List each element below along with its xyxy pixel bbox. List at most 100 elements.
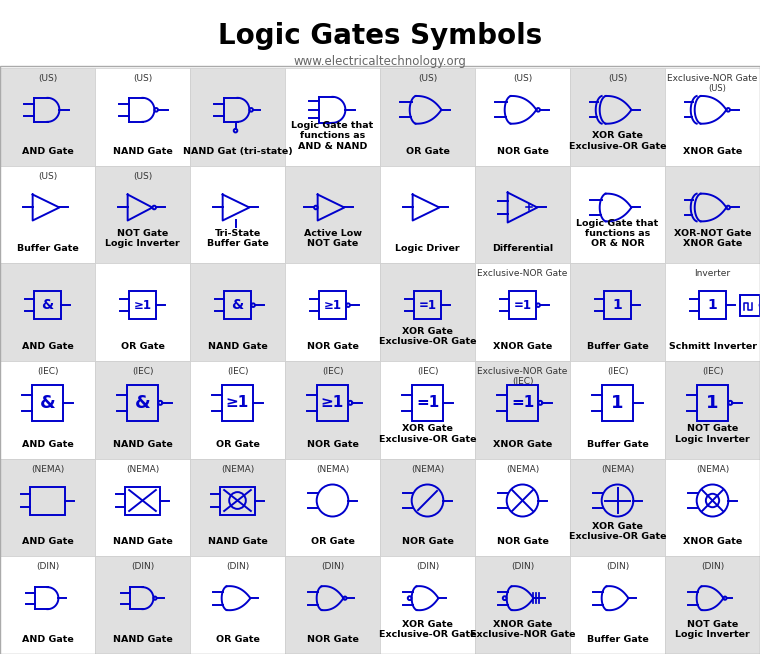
Text: 1: 1 [611, 394, 624, 412]
Bar [319, 291, 346, 319]
Text: NOR Gate: NOR Gate [497, 538, 548, 546]
Bar [0, 557, 95, 654]
Bar [380, 264, 475, 361]
Bar [604, 291, 631, 319]
Text: Exclusive-NOR Gate: Exclusive-NOR Gate [478, 269, 568, 279]
Text: ≥1: ≥1 [323, 299, 342, 312]
Bar [0, 68, 95, 165]
Text: (NEMA): (NEMA) [601, 464, 634, 473]
Text: (IEC): (IEC) [227, 367, 248, 376]
Text: (NEMA): (NEMA) [31, 464, 64, 473]
Text: (DIN): (DIN) [321, 562, 344, 572]
Text: (NEMA): (NEMA) [696, 464, 729, 473]
Bar [190, 165, 285, 264]
Bar [475, 165, 570, 264]
Text: &: & [134, 394, 151, 412]
Bar [697, 385, 728, 421]
Text: Active Low
NOT Gate: Active Low NOT Gate [303, 229, 362, 249]
Bar [95, 165, 190, 264]
Text: Buffer Gate: Buffer Gate [587, 342, 648, 351]
Text: NOR Gate: NOR Gate [306, 439, 359, 449]
Bar [34, 291, 61, 319]
Text: AND Gate: AND Gate [22, 635, 74, 644]
Bar [380, 68, 475, 165]
Bar [475, 361, 570, 458]
Bar [190, 458, 285, 557]
Bar [665, 264, 760, 361]
Text: Logic Gates Symbols: Logic Gates Symbols [218, 22, 542, 50]
Text: (DIN): (DIN) [701, 562, 724, 572]
Text: (NEMA): (NEMA) [506, 464, 539, 473]
Bar [380, 458, 475, 557]
Text: Logic Gate that
functions as
AND & NAND: Logic Gate that functions as AND & NAND [291, 121, 373, 150]
Bar [190, 361, 285, 458]
Text: NOR Gate: NOR Gate [402, 538, 453, 546]
Bar [380, 361, 475, 458]
Text: Buffer Gate: Buffer Gate [587, 635, 648, 644]
Text: ≥1: ≥1 [321, 395, 344, 410]
Bar [570, 68, 665, 165]
Text: Exclusive-NOR Gate
(IEC): Exclusive-NOR Gate (IEC) [478, 367, 568, 387]
Text: (IEC): (IEC) [702, 367, 723, 376]
Bar [0, 361, 95, 458]
Bar [285, 361, 380, 458]
Text: OR Gate: OR Gate [121, 342, 164, 351]
Bar [570, 361, 665, 458]
Bar [285, 165, 380, 264]
Text: (US): (US) [133, 171, 152, 181]
Text: (IEC): (IEC) [607, 367, 628, 376]
Text: Schmitt Inverter: Schmitt Inverter [668, 342, 756, 351]
Text: Buffer Gate: Buffer Gate [587, 439, 648, 449]
Text: (DIN): (DIN) [36, 562, 59, 572]
Text: NOT Gate
Logic Inverter: NOT Gate Logic Inverter [675, 619, 750, 639]
Text: =1: =1 [419, 299, 436, 312]
Bar [475, 557, 570, 654]
Text: Exclusive-NOR Gate: Exclusive-NOR Gate [667, 74, 758, 83]
Bar [570, 458, 665, 557]
Text: (IEC): (IEC) [417, 367, 439, 376]
Text: AND Gate: AND Gate [22, 146, 74, 156]
Text: NOR Gate: NOR Gate [306, 635, 359, 644]
Text: AND Gate: AND Gate [22, 538, 74, 546]
Bar [285, 458, 380, 557]
Text: (IEC): (IEC) [37, 367, 58, 376]
Text: 1: 1 [613, 298, 622, 312]
Bar [285, 68, 380, 165]
Bar [190, 68, 285, 165]
Text: NAND Gat (tri-state): NAND Gat (tri-state) [183, 146, 293, 156]
Bar [414, 291, 442, 319]
Bar [95, 458, 190, 557]
Text: ≥1: ≥1 [134, 299, 151, 312]
Text: &: & [231, 298, 243, 312]
Bar [0, 66, 760, 654]
Text: XNOR Gate: XNOR Gate [683, 538, 742, 546]
Bar [412, 385, 443, 421]
Bar [95, 68, 190, 165]
Text: (US): (US) [133, 74, 152, 83]
Bar [570, 165, 665, 264]
Text: (US): (US) [513, 74, 532, 83]
Bar [0, 165, 95, 264]
Bar [285, 264, 380, 361]
Bar [665, 165, 760, 264]
Bar [95, 361, 190, 458]
Text: Inverter: Inverter [694, 269, 730, 279]
Bar [570, 557, 665, 654]
Text: Buffer Gate: Buffer Gate [17, 245, 78, 253]
Bar [129, 291, 157, 319]
Bar [190, 264, 285, 361]
Text: (US): (US) [608, 74, 627, 83]
Text: (DIN): (DIN) [606, 562, 629, 572]
Text: (IEC): (IEC) [132, 367, 154, 376]
Bar [31, 385, 63, 421]
Bar [507, 385, 538, 421]
Text: &: & [40, 394, 55, 412]
Text: XNOR Gate: XNOR Gate [493, 439, 552, 449]
Bar [475, 264, 570, 361]
Text: 1: 1 [707, 394, 719, 412]
Text: =1: =1 [511, 395, 534, 410]
Text: (DIN): (DIN) [511, 562, 534, 572]
Bar [95, 264, 190, 361]
Bar [665, 361, 760, 458]
Text: AND Gate: AND Gate [22, 439, 74, 449]
